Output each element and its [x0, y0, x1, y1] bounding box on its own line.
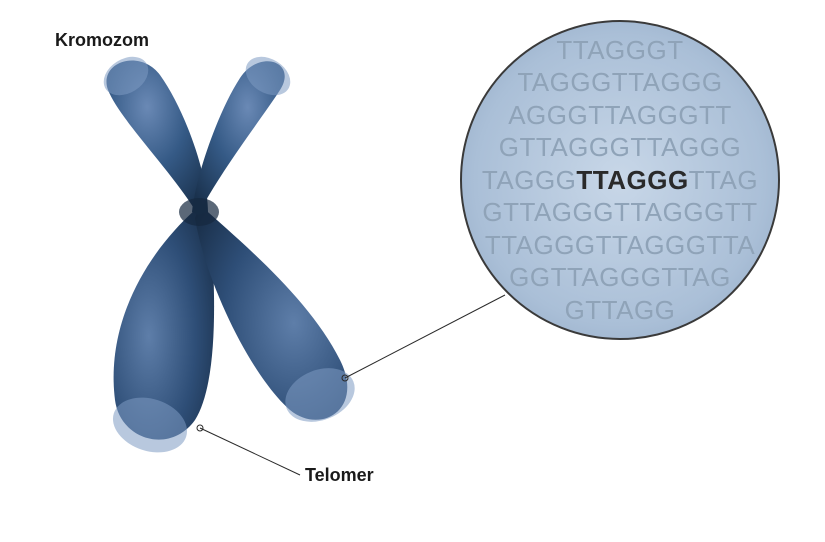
sequence-row: GTTAGGGTTAGGG	[499, 131, 741, 164]
sequence-row: TTAGGGT	[556, 34, 683, 67]
label-chromosome: Kromozom	[55, 30, 149, 51]
sequence-highlight: TTAGGG	[576, 165, 688, 195]
callout-magnifier	[342, 295, 505, 381]
magnifier-lens: TTAGGGTTAGGGTTAGGGAGGGTTAGGGTTGTTAGGGTTA…	[460, 20, 780, 340]
label-telomere: Telomer	[305, 465, 374, 486]
sequence-row: GTTAGGGTTAGGGTT	[482, 196, 757, 229]
sequence-row: GTTAGG	[565, 294, 676, 327]
sequence-row: TAGGGTTAGGGTTAG	[482, 164, 758, 197]
centromere	[179, 198, 219, 226]
sequence-row: TTAGGGTTAGGGTTA	[485, 229, 755, 262]
callout-telomere	[197, 425, 300, 475]
sequence-row: TAGGGTTAGGG	[517, 66, 722, 99]
sequence-row: AGGGTTAGGGTT	[508, 99, 732, 132]
chromosome	[97, 49, 363, 462]
sequence-row: GGTTAGGGTTAG	[509, 261, 731, 294]
